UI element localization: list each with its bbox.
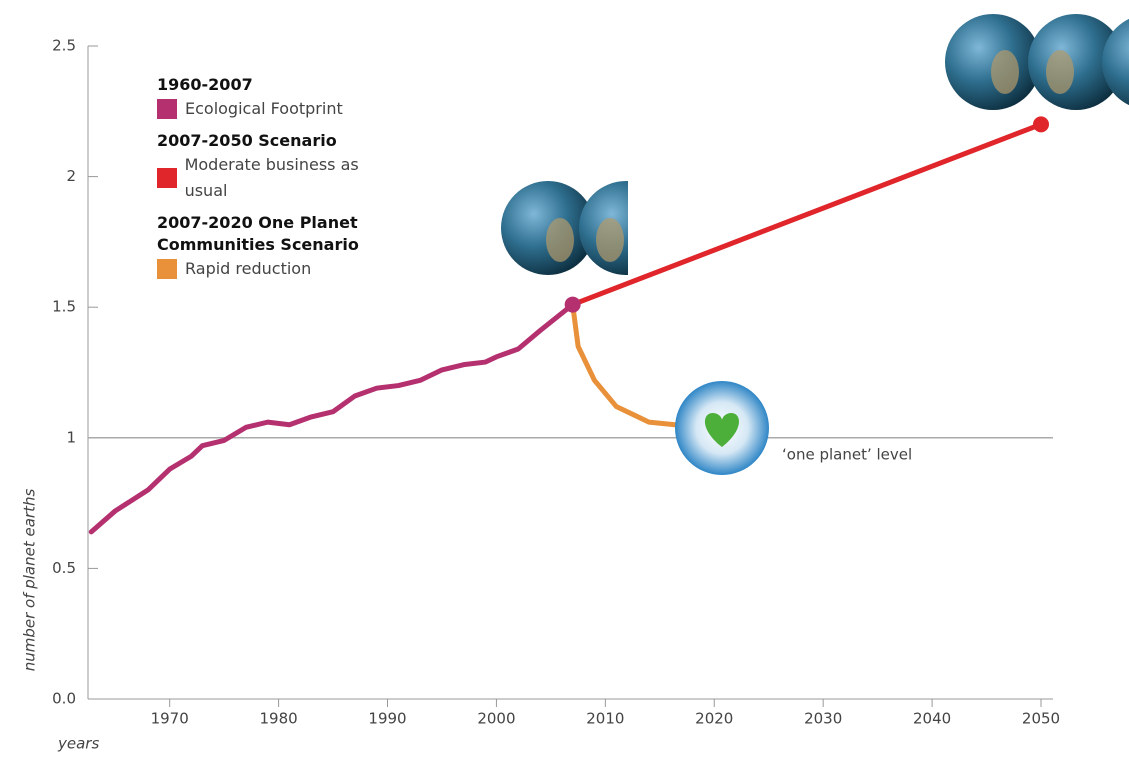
y-tick-label: 1.5 [52,298,76,316]
x-tick-label: 2010 [586,710,624,728]
legend-swatch [157,99,177,119]
series-line [573,124,1041,304]
legend-swatch [157,168,177,188]
x-tick-label: 1970 [151,710,189,728]
series-line [573,305,675,425]
page: {"chart_data": {"type": "line", "y_label… [0,0,1129,757]
legend-item: Ecological Footprint [157,96,402,122]
y-axis-label: number of planet earths [21,489,39,672]
x-tick-label: 2020 [695,710,733,728]
x-axis-label: years [57,735,99,753]
earth-icons [945,14,1129,110]
legend-heading: 1960-2007 [157,74,402,96]
earth-icons [501,181,673,275]
legend-label: Moderate business as usual [185,152,402,204]
legend-item: Rapid reduction [157,256,402,282]
y-tick-label: 0.5 [52,559,76,577]
y-tick-label: 1 [66,428,76,446]
x-tick-label: 2000 [477,710,515,728]
end-point [565,297,581,313]
x-tick-label: 2050 [1022,710,1060,728]
legend-heading: 2007-2020 One Planet Communities Scenari… [157,212,402,256]
y-tick-label: 0.0 [52,690,76,708]
y-tick-label: 2 [66,167,76,185]
legend-label: Rapid reduction [185,256,311,282]
legend-item: Moderate business as usual [157,152,402,204]
legend-label: Ecological Footprint [185,96,343,122]
end-point [1033,116,1049,132]
reference-label: ‘one planet’ level [782,445,912,463]
heart-icon [675,381,769,475]
x-tick-label: 2030 [804,710,842,728]
series-line [91,305,572,532]
legend-heading: 2007-2050 Scenario [157,130,402,152]
legend-swatch [157,259,177,279]
x-tick-label: 2040 [913,710,951,728]
y-tick-label: 2.5 [52,37,76,55]
x-tick-label: 1990 [368,710,406,728]
x-tick-label: 1980 [260,710,298,728]
